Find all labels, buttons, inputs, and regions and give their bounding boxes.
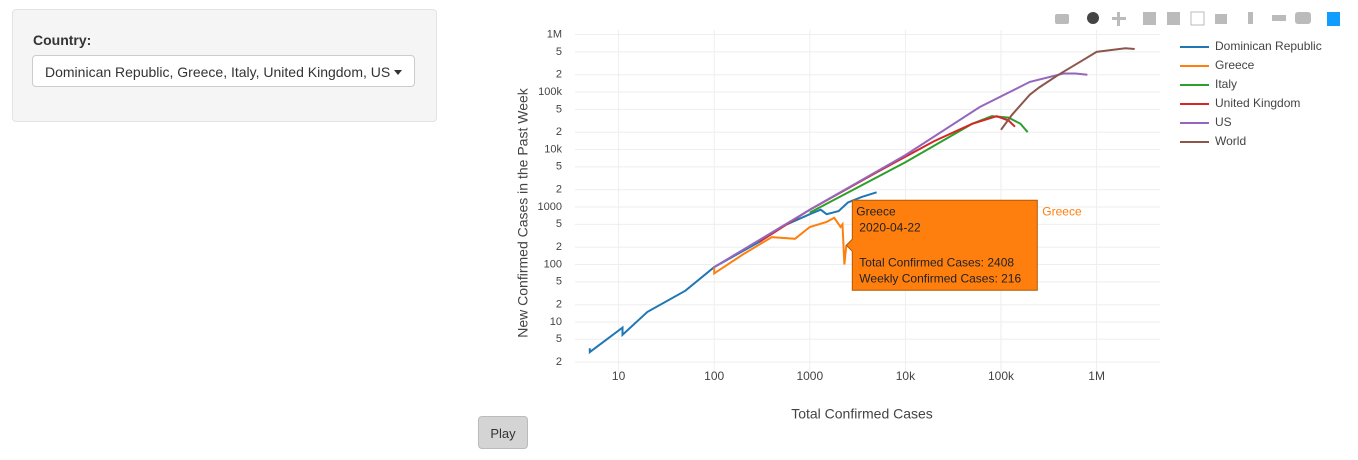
- y-tick-label: 2: [556, 356, 562, 368]
- legend-label: Dominican Republic: [1215, 39, 1322, 53]
- y-tick-label: 1000: [538, 201, 562, 213]
- hover-tooltip: Greece 2020-04-22 Total Confirmed Cases: 2…: [845, 199, 1082, 291]
- y-tick-label: 5: [556, 276, 562, 288]
- y-tick-label: 100: [544, 258, 562, 270]
- legend-label: United Kingdom: [1215, 96, 1300, 110]
- modebar[interactable]: [1055, 11, 1340, 26]
- x-tick-label: 10: [612, 369, 626, 383]
- y-tick-label: 2: [556, 126, 562, 138]
- series-line: [809, 115, 1029, 214]
- legend-label: World: [1215, 134, 1246, 148]
- tooltip-weekly: Weekly Confirmed Cases: 216: [859, 271, 1021, 285]
- y-tick-label: 10k: [544, 143, 562, 155]
- series-line: [588, 191, 877, 355]
- tooltip-box: [845, 199, 1038, 291]
- series-line: [1000, 47, 1135, 131]
- y-tick-label: 10: [550, 316, 562, 328]
- sidebar: Country: Dominican Republic, Greece, Ita…: [12, 9, 437, 122]
- x-tick-label: 1M: [1088, 369, 1105, 383]
- y-tick-label: 2: [556, 241, 562, 253]
- x-tick-label: 100k: [988, 369, 1015, 383]
- legend-label: Greece: [1215, 58, 1255, 72]
- tooltip-date: 2020-04-22: [859, 220, 921, 234]
- x-tick-label: 10k: [896, 369, 916, 383]
- country-select[interactable]: Dominican Republic, Greece, Italy, Unite…: [32, 55, 415, 87]
- legend-label: Italy: [1215, 77, 1237, 91]
- y-tick-label: 100k: [538, 86, 562, 98]
- x-tick-label: 100: [704, 369, 724, 383]
- y-tick-label: 2: [556, 69, 562, 81]
- country-label: Country:: [33, 32, 92, 48]
- series-line: [713, 216, 848, 276]
- play-button[interactable]: Play: [478, 416, 528, 449]
- y-tick-label: 2: [556, 299, 562, 311]
- y-tick-label: 5: [556, 161, 562, 173]
- series-line: [713, 72, 1088, 268]
- legend-label: US: [1215, 115, 1232, 129]
- y-tick-label: 1M: [547, 28, 562, 40]
- tooltip-total: Total Confirmed Cases: 2408: [859, 255, 1014, 269]
- y-axis-title: New Confirmed Cases in the Past Week: [515, 87, 531, 338]
- x-axis-title: Total Confirmed Cases: [791, 406, 933, 422]
- y-tick-label: 5: [556, 103, 562, 115]
- series-line: [759, 115, 1016, 243]
- y-tick-label: 2: [556, 184, 562, 196]
- y-tick-label: 5: [556, 333, 562, 345]
- y-tick-label: 5: [556, 218, 562, 230]
- tooltip-side-label: Greece: [1042, 204, 1082, 218]
- x-tick-label: 1000: [796, 369, 823, 383]
- tooltip-name: Greece: [856, 204, 896, 218]
- y-tick-label: 5: [556, 46, 562, 58]
